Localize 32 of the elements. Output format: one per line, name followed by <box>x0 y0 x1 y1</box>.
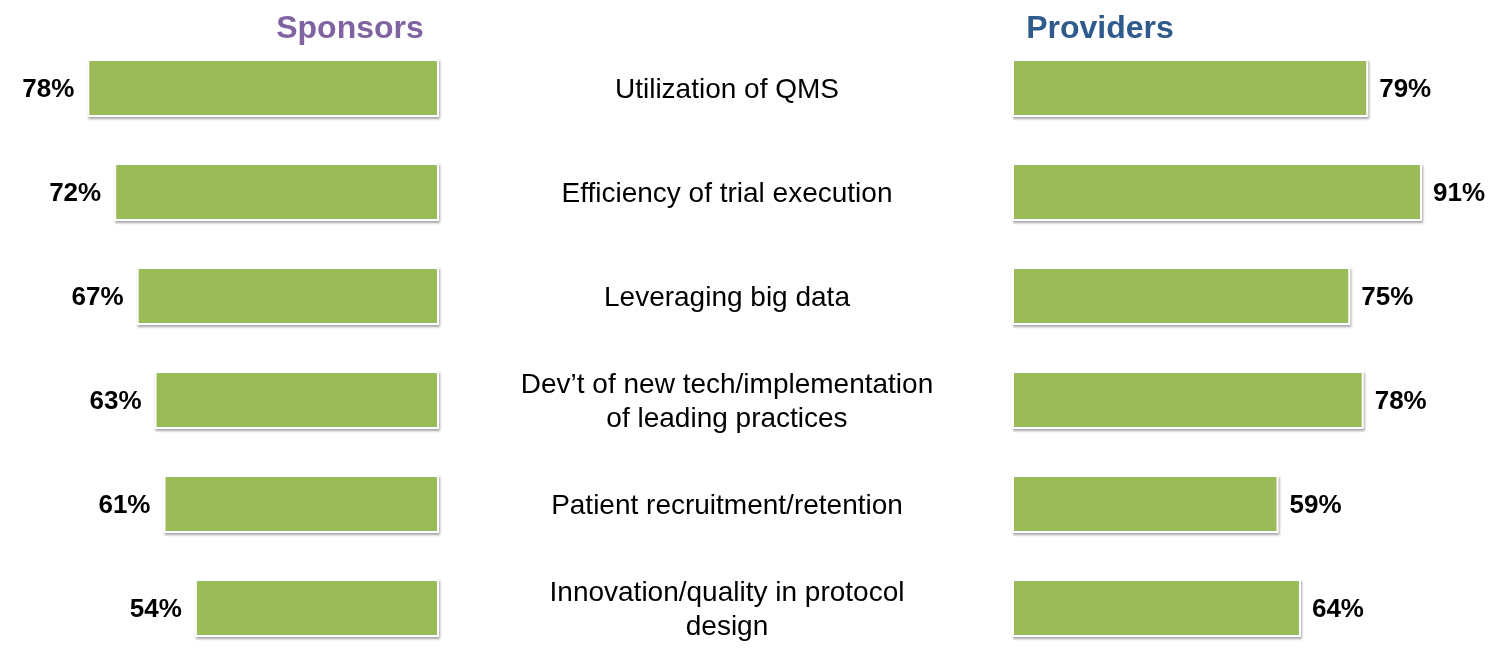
bar <box>154 371 439 429</box>
y-tick-label: Dev’t of new tech/implementation of leading practices <box>520 368 934 433</box>
bar <box>194 579 439 637</box>
bar <box>136 267 439 325</box>
bar <box>114 163 439 221</box>
bar <box>163 475 439 533</box>
y-tick-label: Innovation/quality in protocol design <box>549 576 905 641</box>
chart-title: Sponsors <box>276 9 424 45</box>
bar <box>1012 371 1364 429</box>
bar <box>1012 579 1301 637</box>
y-tick-label: Leveraging big data <box>604 281 851 312</box>
data-label: 64% <box>1311 593 1364 623</box>
data-label: 72% <box>49 177 102 207</box>
data-label: 91% <box>1433 177 1486 207</box>
bar <box>87 59 439 117</box>
data-label: 79% <box>1379 73 1432 103</box>
bar <box>1012 163 1422 221</box>
data-label: 78% <box>22 73 75 103</box>
chart-title: Providers <box>1026 9 1174 45</box>
data-label: 54% <box>129 593 182 623</box>
data-label: 61% <box>98 489 151 519</box>
bar <box>1012 59 1369 117</box>
data-label: 67% <box>71 281 124 311</box>
y-tick-label: Efficiency of trial execution <box>561 177 893 208</box>
data-label: 63% <box>89 385 142 415</box>
data-label: 59% <box>1289 489 1342 519</box>
bar <box>1012 267 1351 325</box>
y-tick-label: Patient recruitment/retention <box>551 489 903 520</box>
data-label: 75% <box>1361 281 1414 311</box>
data-label: 78% <box>1374 385 1427 415</box>
bar <box>1012 475 1279 533</box>
y-tick-label: Utilization of QMS <box>614 73 840 104</box>
